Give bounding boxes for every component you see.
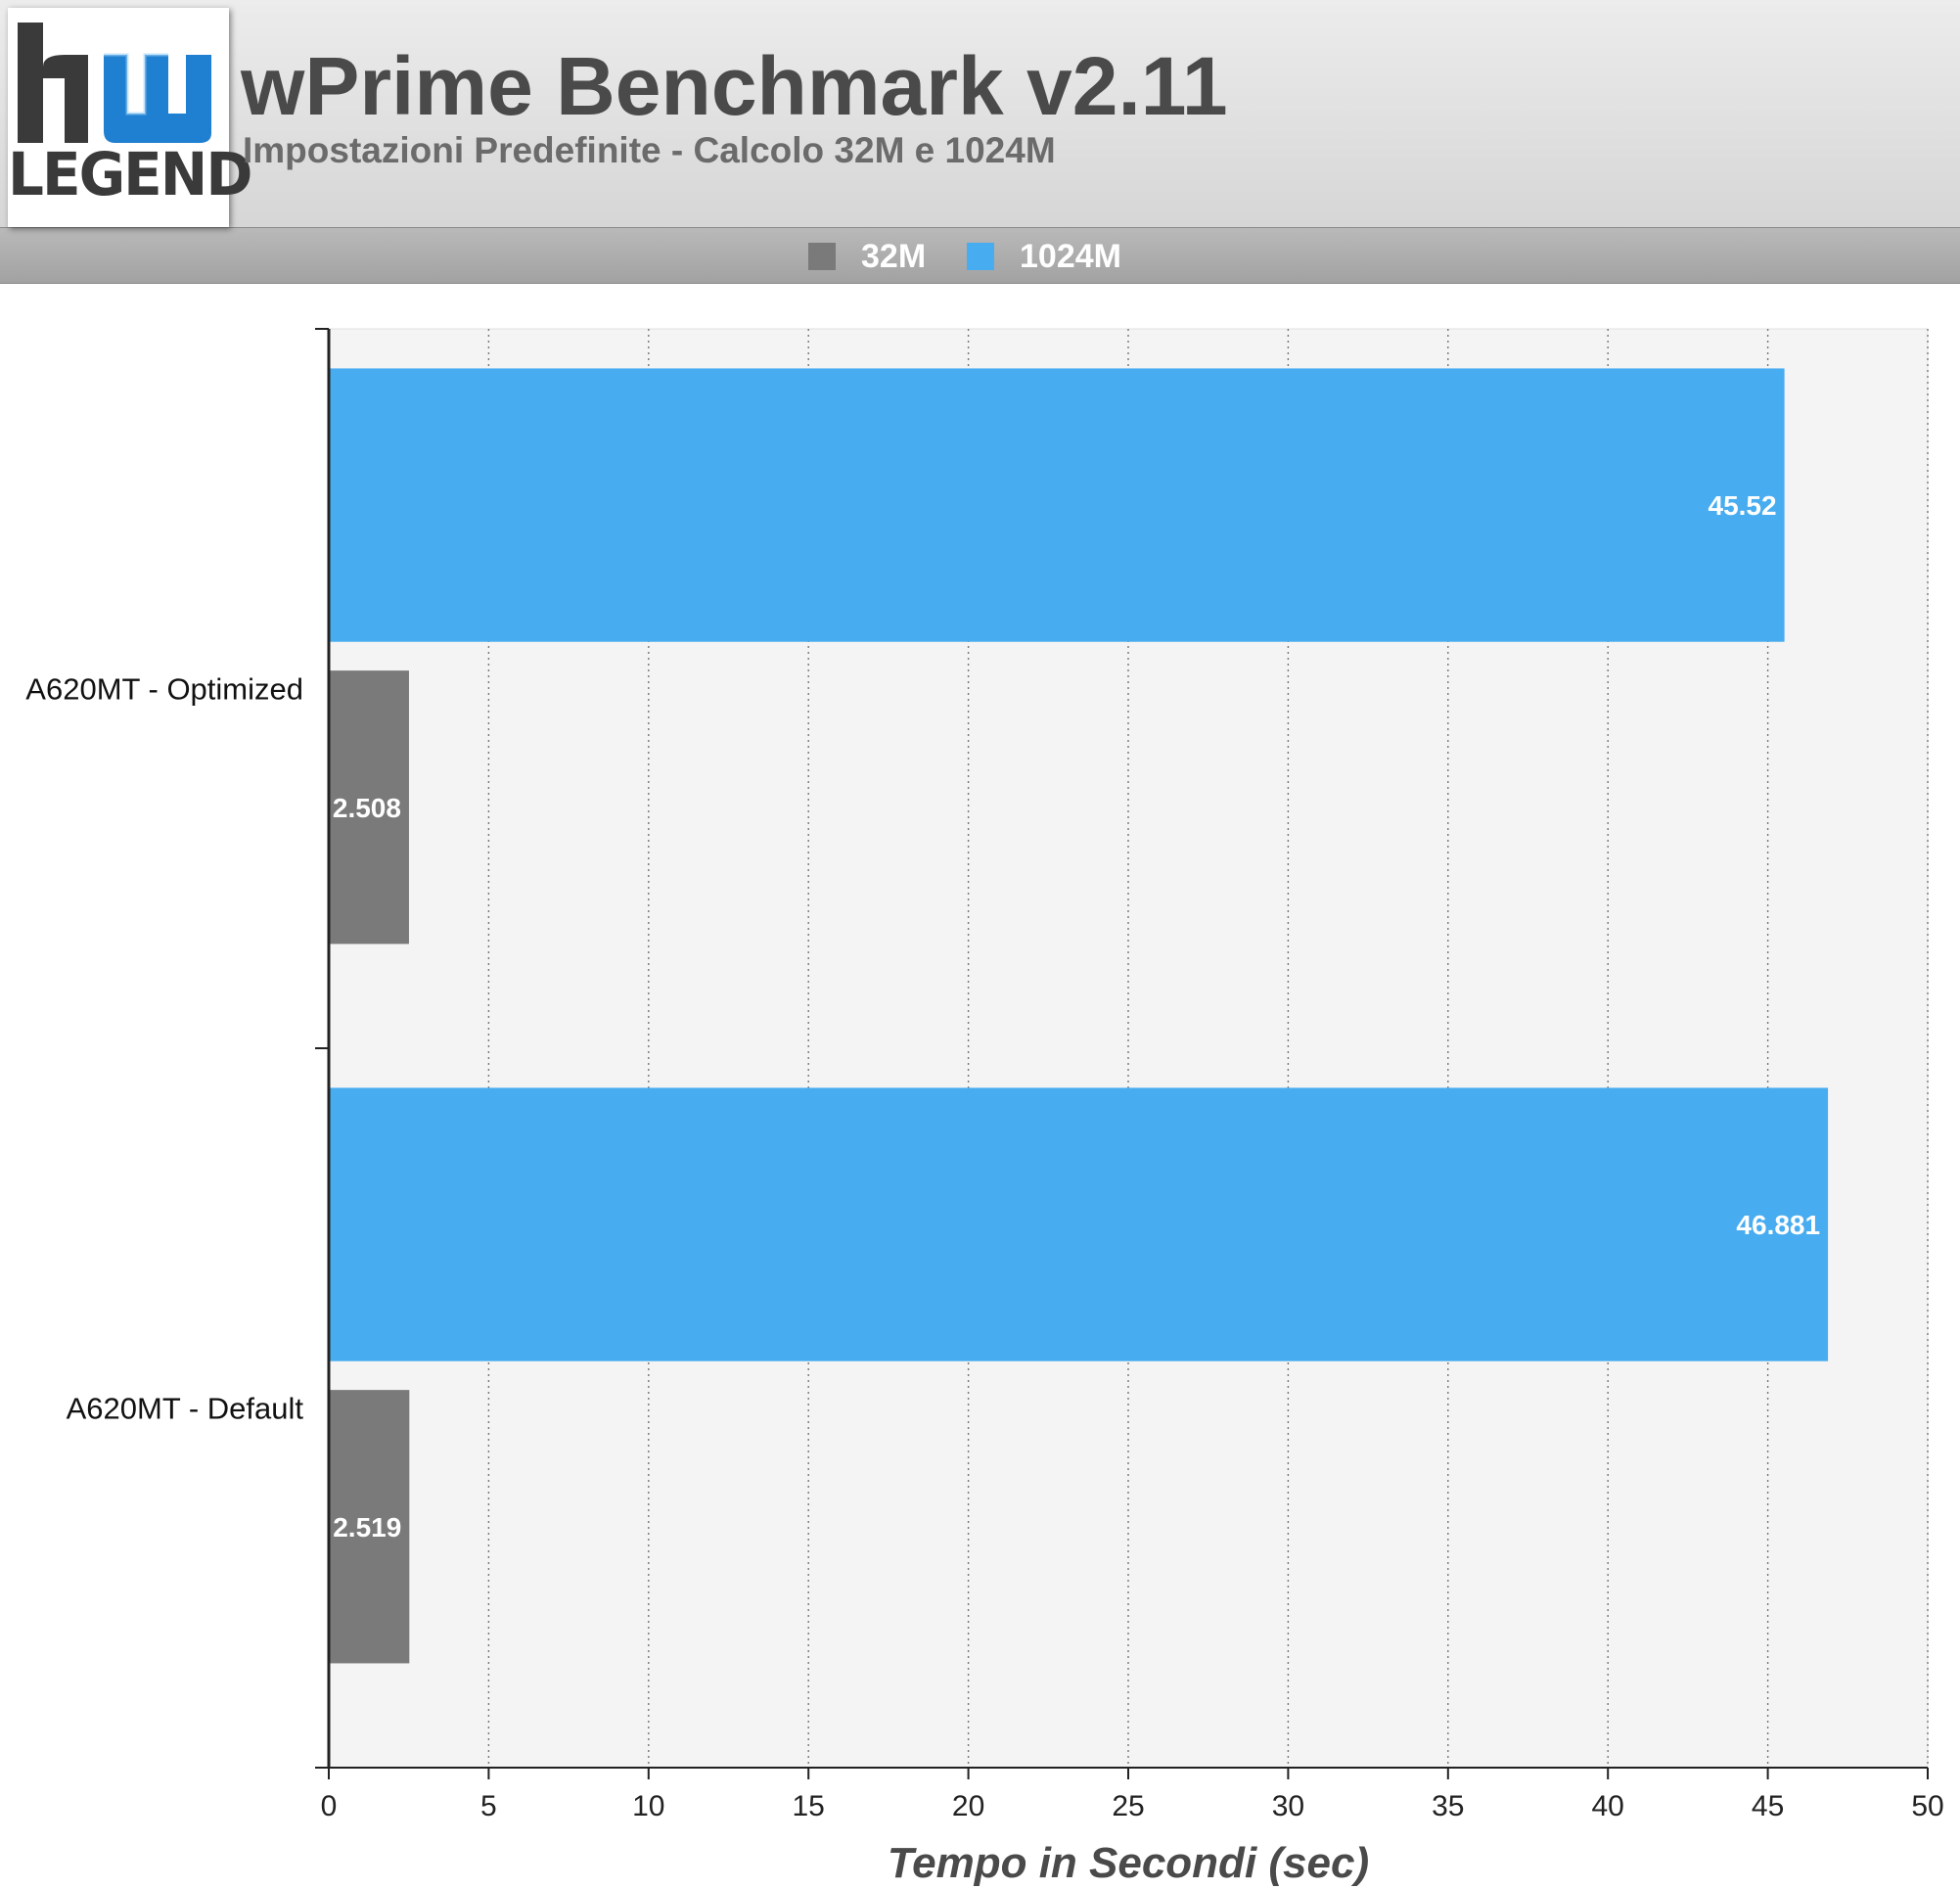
legend-label-32m: 32M [861,237,927,275]
x-tick-label-6: 30 [1272,1790,1304,1822]
category-label-1: A620MT - Default [67,1392,304,1426]
x-tick-label-9: 45 [1752,1790,1784,1822]
bar-label-1024m-1: 46.881 [1736,1210,1820,1240]
x-tick-label-5: 25 [1112,1790,1144,1822]
bar-1024m-0 [330,368,1785,642]
legend-item-32m: 32M [808,237,927,275]
bar-label-32m-0: 2.508 [333,793,401,823]
bar-label-32m-1: 2.519 [333,1512,401,1543]
x-tick-label-4: 20 [952,1790,984,1822]
x-tick-label-7: 35 [1432,1790,1464,1822]
chart-subtitle: Impostazioni Predefinite - Calcolo 32M e… [243,130,1056,170]
x-axis-title: Tempo in Secondi (sec) [888,1839,1369,1887]
bar-32m-1 [330,1390,410,1664]
x-tick-label-0: 0 [321,1790,338,1822]
bar-32m-0 [330,670,409,944]
legend-swatch-1024m [967,243,994,270]
legend-item-1024m: 1024M [967,237,1121,275]
logo-text: LEGEND [8,139,253,209]
bar-label-1024m-0: 45.52 [1709,490,1777,521]
category-label-0: A620MT - Optimized [25,672,303,707]
chart-header [0,0,1960,227]
x-tick-label-10: 50 [1911,1790,1943,1822]
bar-1024m-1 [330,1087,1829,1361]
x-tick-label-3: 15 [793,1790,825,1822]
legend-label-1024m: 1024M [1020,237,1121,275]
chart-title: wPrime Benchmark v2.11 [241,40,1228,132]
x-tick-label-1: 5 [480,1790,497,1822]
logo-mark-icon [18,23,211,143]
x-tick-label-8: 40 [1592,1790,1624,1822]
x-tick-label-2: 10 [632,1790,664,1822]
legend-swatch-32m [808,243,836,270]
hw-legend-logo: LEGEND [8,8,253,227]
